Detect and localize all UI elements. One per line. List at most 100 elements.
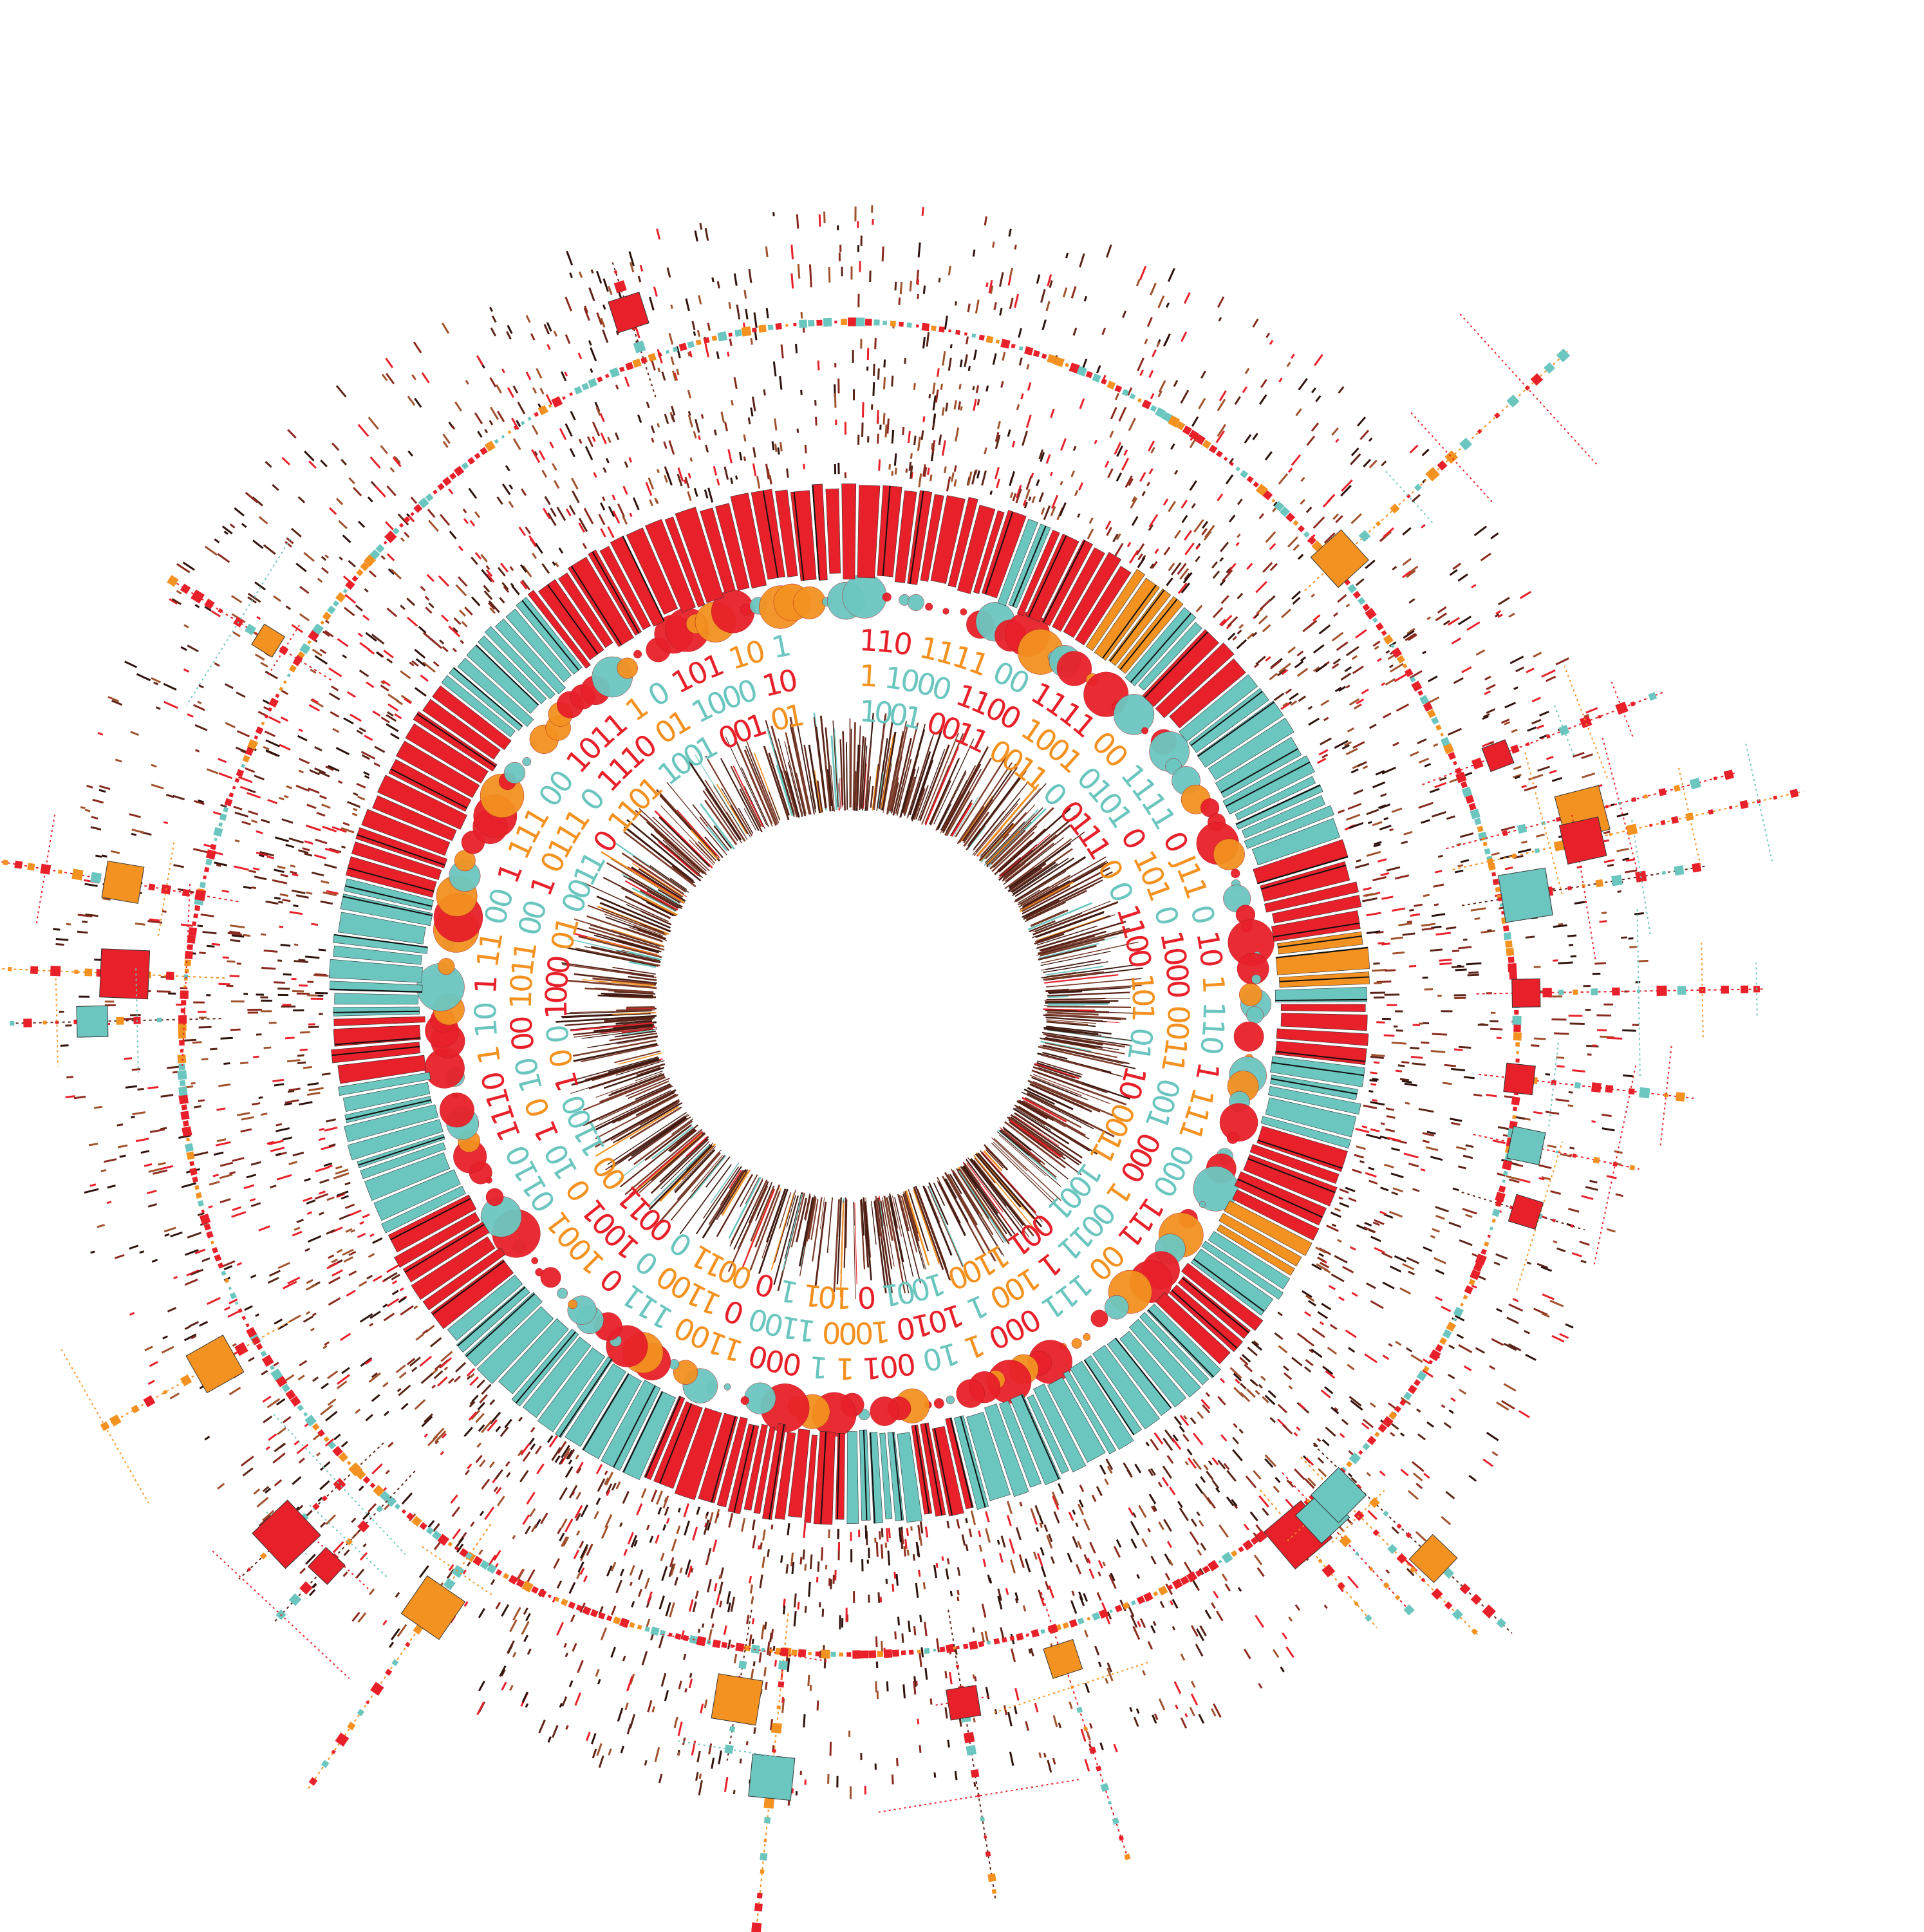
dash [1211, 561, 1219, 568]
dash [650, 425, 655, 434]
dash [458, 545, 463, 552]
dash [204, 1436, 210, 1441]
spoke [569, 1009, 655, 1013]
dot [439, 1093, 474, 1128]
dash [341, 458, 347, 465]
dash [595, 270, 602, 284]
dash [756, 476, 761, 489]
dash [556, 1622, 564, 1636]
spoke [1037, 1060, 1083, 1076]
dash [1311, 1327, 1325, 1338]
spoke [1045, 988, 1069, 992]
dash [1412, 1024, 1421, 1026]
dash [1374, 982, 1382, 984]
spoke [874, 1199, 881, 1237]
dash [1607, 863, 1614, 867]
dash [998, 272, 1004, 287]
dash [1323, 1604, 1328, 1609]
dash [1441, 1306, 1452, 1313]
dash [464, 606, 473, 616]
ring-square [568, 1601, 576, 1609]
spoke [666, 845, 700, 876]
dash [884, 1542, 888, 1548]
spoke [1041, 941, 1139, 964]
dash [169, 1393, 180, 1400]
ring-square [186, 1138, 191, 1142]
dash [1041, 319, 1047, 331]
spoke [1043, 971, 1099, 981]
dash [341, 845, 346, 849]
dash [424, 596, 430, 601]
dash [1152, 1620, 1157, 1626]
spoke [1022, 885, 1059, 907]
dash [321, 567, 329, 574]
dash [451, 1506, 461, 1517]
dash [1531, 697, 1542, 703]
dash [318, 1137, 326, 1141]
dash [1321, 1302, 1332, 1311]
dash [1076, 1564, 1082, 1575]
ring-square [1069, 1618, 1078, 1628]
ring-square [447, 1541, 453, 1547]
dash [80, 806, 86, 809]
dash [207, 1297, 221, 1305]
spoke [870, 785, 874, 808]
spoke [604, 914, 664, 936]
dash [338, 520, 348, 529]
ring-square [908, 1649, 914, 1655]
dash [530, 1427, 536, 1433]
dash [509, 1685, 514, 1691]
dash [936, 1638, 940, 1653]
dash [1141, 1538, 1148, 1548]
dash [646, 1524, 650, 1531]
dash [760, 1624, 765, 1640]
spoke [768, 753, 790, 816]
spoke [921, 733, 959, 825]
dash [1009, 1538, 1015, 1554]
dash [1030, 1508, 1036, 1519]
dash [180, 646, 187, 652]
dash [1449, 1118, 1462, 1122]
dash [891, 429, 895, 444]
dash [565, 334, 571, 344]
spoke [685, 1136, 707, 1158]
dash [1466, 962, 1482, 966]
dash [1015, 1527, 1022, 1541]
spoke [635, 1093, 677, 1116]
dash [656, 1490, 663, 1505]
dash [1533, 1111, 1543, 1115]
dash [1040, 1546, 1045, 1556]
spoke [872, 766, 878, 811]
spoke [619, 1092, 671, 1119]
spoke [846, 742, 848, 810]
dash [1629, 946, 1637, 949]
dash [1000, 380, 1004, 388]
dash [1272, 1649, 1280, 1658]
dot [568, 1299, 577, 1309]
dash [388, 1441, 394, 1448]
dash [1043, 1524, 1049, 1532]
dash [525, 526, 531, 534]
dash [919, 1535, 923, 1546]
ring-square [177, 1070, 187, 1080]
dash [1369, 1402, 1376, 1408]
ring-square [210, 1241, 214, 1244]
dash [448, 1378, 454, 1384]
dash [1038, 1752, 1042, 1758]
spoke [1022, 885, 1070, 912]
dash [1190, 1693, 1199, 1705]
dash [938, 434, 942, 445]
dash [1435, 1296, 1443, 1302]
dash [230, 939, 241, 943]
bar [1092, 1345, 1160, 1430]
dash [1238, 1429, 1244, 1434]
dash [691, 321, 696, 330]
dash [617, 1707, 624, 1722]
spoke [708, 1170, 745, 1225]
dash [945, 402, 949, 412]
ring-square [192, 921, 197, 926]
dash [1555, 657, 1569, 666]
dash [292, 1230, 303, 1237]
dot [960, 608, 967, 615]
dash [1553, 1240, 1558, 1244]
